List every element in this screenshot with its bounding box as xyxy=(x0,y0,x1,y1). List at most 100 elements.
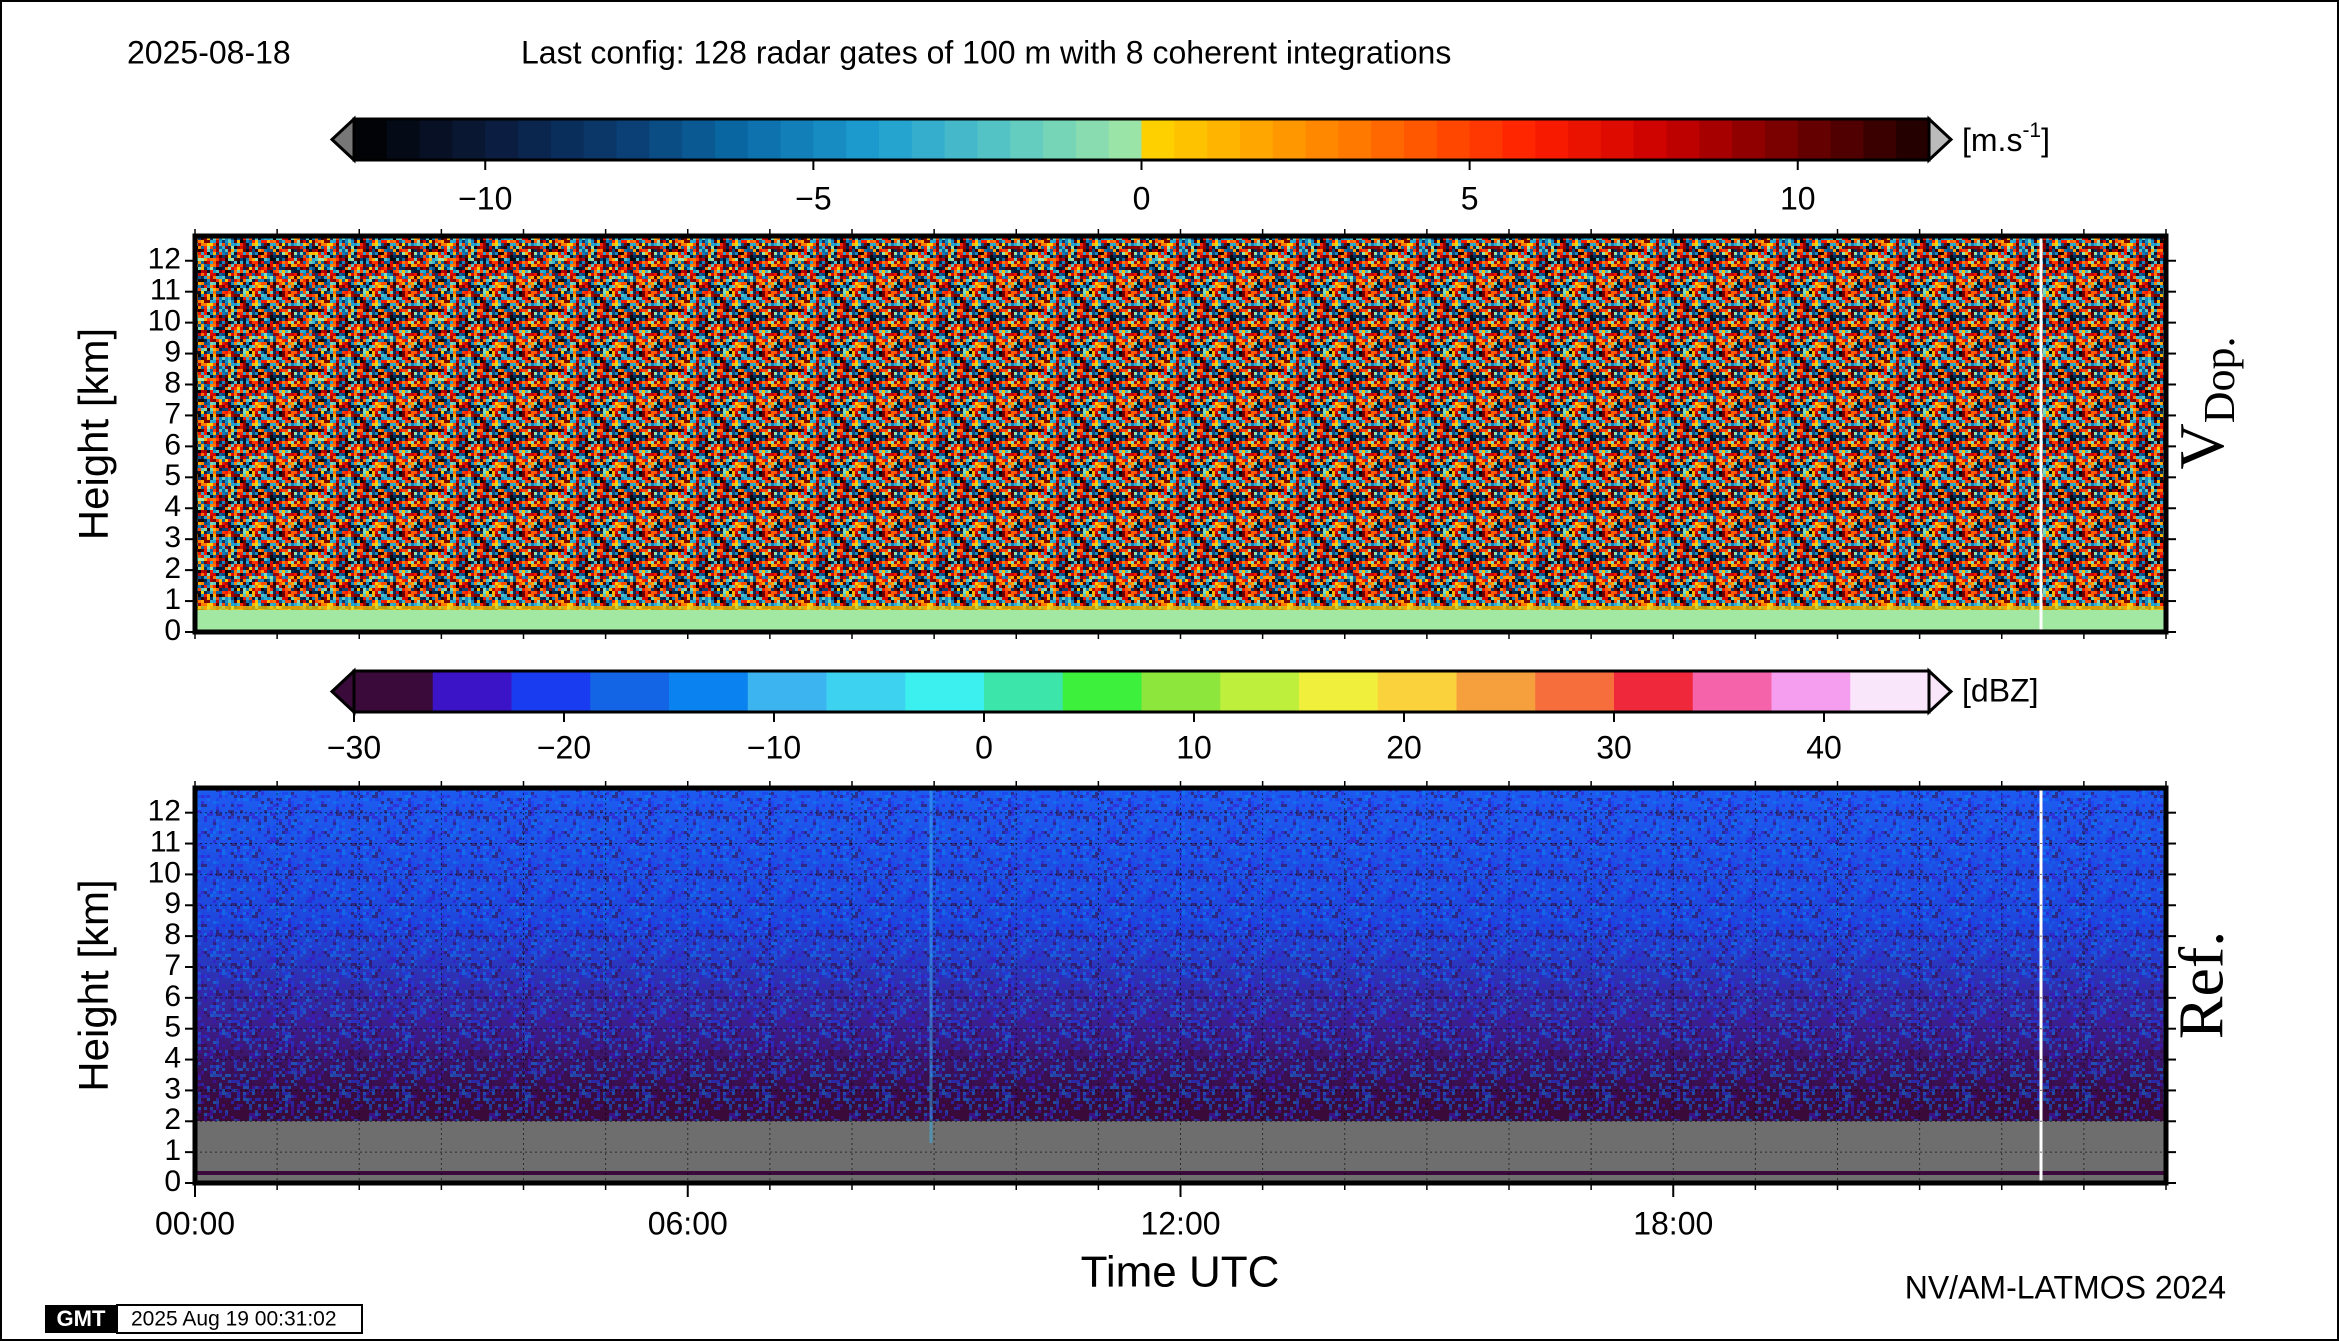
colorbar-cell xyxy=(780,119,814,160)
colorbar-cell xyxy=(977,119,1011,160)
colorbar-cell xyxy=(386,119,421,160)
colorbar-cell xyxy=(1535,671,1615,712)
timestamp-box xyxy=(116,1304,363,1334)
colorbar-cell xyxy=(1896,119,1930,160)
colorbar-cell xyxy=(432,671,512,712)
colorbar-tick-label: 5 xyxy=(1461,180,1479,216)
plot-frame xyxy=(192,785,2169,1186)
colorbar-cell xyxy=(616,119,650,160)
colorbar-cell xyxy=(1075,119,1110,160)
colorbar-cell xyxy=(1062,671,1142,712)
colorbar-tick-label: 0 xyxy=(975,729,993,765)
colorbar-cell xyxy=(1043,119,1077,160)
colorbar-cell xyxy=(984,671,1064,712)
colorbar-cell xyxy=(1299,671,1379,712)
colorbar-cell xyxy=(879,119,913,160)
y-tick-label: 2 xyxy=(164,552,181,585)
y-tick-label: 11 xyxy=(150,274,181,307)
colorbar-cell xyxy=(1456,671,1536,712)
colorbar-cell xyxy=(1535,119,1569,160)
y-tick-label: 6 xyxy=(164,980,181,1013)
colorbar-cell xyxy=(419,119,453,160)
y-tick-label: 2 xyxy=(164,1103,181,1136)
y-tick-label: 5 xyxy=(164,459,181,492)
colorbar-cell xyxy=(511,671,591,712)
colorbar-cell xyxy=(1371,119,1405,160)
colorbar-cell xyxy=(1863,119,1897,160)
colorbar-cell xyxy=(1692,671,1772,712)
colorbar-cell xyxy=(1377,671,1457,712)
ground-echo xyxy=(195,606,2166,610)
colorbar-cell xyxy=(1600,119,1635,160)
timestamp: 2025 Aug 19 00:31:02 xyxy=(131,1308,337,1331)
colorbar-tick-label: −5 xyxy=(795,180,831,216)
colorbar-cell xyxy=(649,119,683,160)
x-tick-label: 00:00 xyxy=(155,1205,235,1241)
logo: GMT xyxy=(57,1306,106,1331)
y-tick-label: 12 xyxy=(148,243,181,276)
colorbar-cell xyxy=(354,671,434,712)
colorbar-unit: [m.s-1] xyxy=(1962,119,2050,159)
y-tick-label: 0 xyxy=(164,1165,181,1198)
x-tick-label: 18:00 xyxy=(1633,1205,1713,1241)
y-tick-label: 7 xyxy=(164,397,181,430)
colorbar-cell xyxy=(1502,119,1536,160)
colorbar-cell xyxy=(1850,671,1930,712)
colorbar-cell xyxy=(682,119,716,160)
colorbar-cell xyxy=(1771,671,1851,712)
y-tick-label: 9 xyxy=(164,335,181,368)
colorbar-cell xyxy=(1469,119,1503,160)
y-tick-label: 3 xyxy=(164,1072,181,1105)
colorbar-cell xyxy=(1436,119,1471,160)
colorbar-tick-label: 20 xyxy=(1386,729,1422,765)
colorbar-cell xyxy=(813,119,847,160)
colorbar-cell xyxy=(1207,119,1241,160)
colorbar-tick-label: 0 xyxy=(1133,180,1151,216)
colorbar-cell xyxy=(1764,119,1799,160)
colorbar-cell xyxy=(485,119,519,160)
config: Last config: 128 radar gates of 100 m wi… xyxy=(521,34,1451,70)
panel-label: VDop. xyxy=(2166,337,2244,470)
colorbar-cell xyxy=(1732,119,1766,160)
y-axis-label: Height [km] xyxy=(70,879,117,1091)
x-axis-label: Time UTC xyxy=(1081,1248,1280,1297)
colorbar-cell xyxy=(747,671,827,712)
field xyxy=(195,236,2166,632)
colorbar-cell xyxy=(354,119,388,160)
credit: NV/AM-LATMOS 2024 xyxy=(1905,1269,2226,1305)
colorbar-cell xyxy=(1220,671,1300,712)
unit-close: ] xyxy=(2041,122,2050,158)
colorbar-cell xyxy=(452,119,486,160)
y-tick-label: 1 xyxy=(164,1134,181,1167)
x-tick-label: 06:00 xyxy=(648,1205,728,1241)
colorbar-cell xyxy=(1830,119,1864,160)
colorbar-cell xyxy=(583,119,617,160)
y-tick-label: 9 xyxy=(164,887,181,920)
colorbar-cell xyxy=(1614,671,1694,712)
colorbar-tick-label: 30 xyxy=(1596,729,1632,765)
y-tick-label: 8 xyxy=(164,366,181,399)
date: 2025-08-18 xyxy=(127,34,291,70)
x-tick-label: 12:00 xyxy=(1140,1205,1220,1241)
colorbar-cell xyxy=(714,119,749,160)
colorbar-tick-label: 10 xyxy=(1780,180,1816,216)
logo-box xyxy=(45,1305,117,1333)
y-tick-label: 4 xyxy=(164,490,181,523)
y-tick-label: 5 xyxy=(164,1011,181,1044)
y-tick-label: 8 xyxy=(164,918,181,951)
y-tick-label: 11 xyxy=(150,825,181,858)
colorbar-cell xyxy=(1239,119,1274,160)
colorbar-cell xyxy=(590,671,670,712)
ground-echo xyxy=(195,610,2166,632)
colorbar-frame xyxy=(352,669,1931,714)
unit-exponent: -1 xyxy=(2022,119,2041,142)
y-axis-label: Height [km] xyxy=(70,328,117,540)
colorbar-cell xyxy=(826,671,906,712)
y-tick-label: 10 xyxy=(148,856,181,889)
colorbar-cell xyxy=(1141,671,1221,712)
y-tick-label: 6 xyxy=(164,428,181,461)
colorbar-cell xyxy=(1797,119,1832,160)
panel-label: Ref. xyxy=(2166,931,2237,1039)
colorbar-tick-label: 10 xyxy=(1176,729,1212,765)
